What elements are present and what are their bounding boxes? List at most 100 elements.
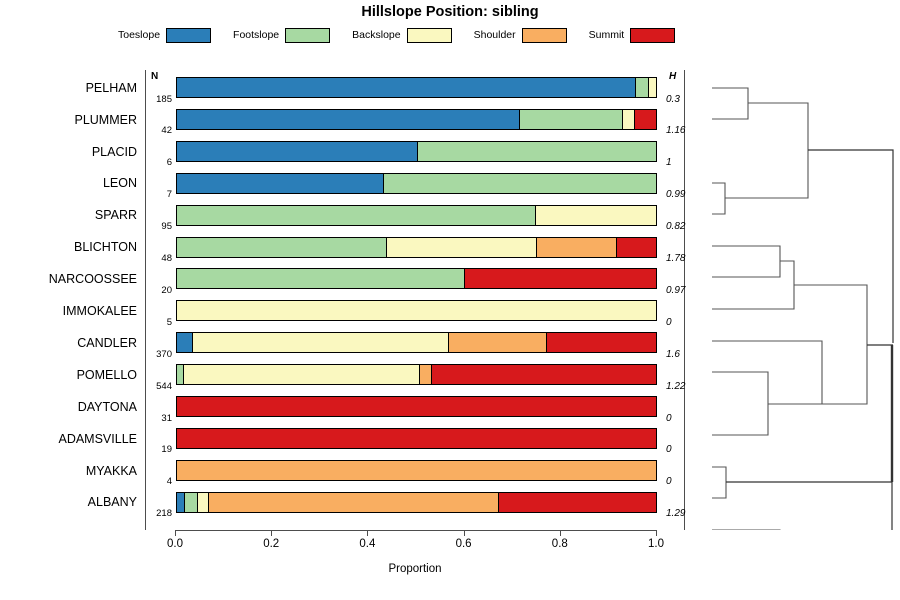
bar-segment-toeslope — [177, 109, 519, 129]
x-tick — [559, 530, 561, 536]
x-tick-label: 0.4 — [359, 538, 376, 550]
category-label-pelham: PELHAM — [85, 80, 137, 95]
n-value: 7 — [166, 189, 172, 201]
category-label-plummer: PLUMMER — [74, 112, 137, 127]
h-value: 1.16 — [666, 125, 686, 137]
n-value: 19 — [161, 444, 172, 456]
bar-segment-toeslope — [177, 492, 184, 512]
chart-row: ALBANY 218 1.29 — [88, 487, 686, 520]
bar-segment-shoulder — [536, 237, 616, 257]
bar-segment-shoulder — [177, 460, 656, 480]
dendro-join-narcoossee — [712, 260, 795, 310]
bar-segment-toeslope — [177, 173, 384, 193]
h-value: 1.29 — [666, 508, 686, 520]
n-value: 20 — [161, 284, 172, 296]
legend-swatch-summit — [630, 27, 676, 43]
legend-item-backslope: Backslope — [352, 27, 452, 43]
h-value: 0 — [666, 316, 672, 328]
h-value: 0.97 — [666, 284, 686, 296]
chart-row: IMMOKALEE 5 0 — [63, 295, 684, 328]
x-tick — [656, 530, 657, 536]
h-value: 1.22 — [666, 380, 686, 392]
bar-segment-footslope — [634, 78, 648, 97]
bar-segment-footslope — [177, 205, 536, 225]
legend-spacer — [330, 35, 352, 36]
chart-row: CANDLER 370 1.6 — [77, 327, 684, 360]
chart-row: PLUMMER 42 1.16 — [74, 104, 686, 137]
dendro-join-mid-cluster — [794, 284, 868, 405]
h-value: 0.3 — [666, 93, 680, 105]
bar-segment-backslope — [182, 365, 419, 385]
stacked-bar — [176, 268, 657, 290]
chart-row: PLACID 6 1 — [92, 136, 684, 169]
n-value: 6 — [166, 157, 172, 169]
stacked-bar — [176, 77, 657, 98]
stacked-bar — [176, 459, 657, 481]
chart-row: SPARR 95 0.82 — [95, 200, 686, 233]
x-axis-line — [175, 530, 656, 531]
dendro-join-daytona-adamsville — [712, 466, 727, 499]
bar-segment-footslope — [518, 109, 623, 129]
legend-swatch-shoulder — [521, 27, 567, 43]
stacked-bar — [176, 396, 657, 417]
bar-segment-summit — [497, 492, 656, 512]
h-value: 0 — [666, 444, 672, 456]
dendrogram-svg — [712, 87, 894, 530]
chart-row: DAYTONA 31 0 — [78, 391, 684, 424]
legend-item-summit: Summit — [588, 27, 676, 43]
h-value: 1.6 — [666, 348, 680, 360]
column-header-n: N — [151, 71, 159, 82]
stacked-bars: PELHAM 185 0.3 PLUMMER 42 1.16 PLACID 6 1 LEON 7 0.… — [49, 70, 686, 530]
bar-segment-summit — [615, 237, 656, 257]
stacked-bar — [176, 108, 657, 130]
n-value: 5 — [166, 316, 172, 328]
dendro-join-immokalee-candler — [712, 340, 823, 405]
bar-segment-backslope — [535, 205, 656, 225]
h-value: 0.99 — [666, 189, 686, 201]
bar-segment-shoulder — [418, 365, 431, 385]
category-label-myakka: MYAKKA — [85, 463, 137, 478]
legend-swatch-backslope — [406, 27, 452, 43]
h-value: 0 — [666, 412, 672, 424]
dendro-join-cluster-blue — [725, 102, 809, 199]
legend-swatch-toeslope — [166, 27, 212, 43]
bar-segment-footslope — [177, 365, 183, 385]
x-tick — [463, 530, 465, 536]
bar-segment-shoulder — [447, 333, 546, 353]
bar-segment-summit — [545, 333, 656, 353]
legend-label: Summit — [588, 29, 625, 41]
legend-spacer — [452, 35, 474, 36]
bar-segment-backslope — [647, 78, 656, 97]
legend-item-toeslope: Toeslope — [118, 27, 212, 43]
n-value: 544 — [156, 380, 172, 392]
category-label-immokalee: IMMOKALEE — [62, 304, 137, 319]
bar-segment-backslope — [386, 237, 537, 257]
bar-segment-backslope — [622, 109, 635, 129]
bar-segment-footslope — [183, 492, 198, 512]
legend-item-shoulder: Shoulder — [473, 27, 567, 43]
chart-row: PELHAM 185 0.3 — [86, 72, 684, 105]
stacked-bar — [176, 300, 657, 322]
plot-panel: N H PELHAM 185 0.3 PLUMMER 42 1.16 PLACID 6 1 LEO… — [49, 70, 686, 530]
category-label-daytona: DAYTONA — [77, 399, 137, 414]
bar-segment-backslope — [197, 492, 209, 512]
legend-swatch-footslope — [285, 27, 331, 43]
x-tick-label: 0.0 — [167, 538, 183, 550]
category-label-albany: ALBANY — [87, 495, 137, 510]
x-tick-label: 1.0 — [648, 538, 664, 550]
bar-segment-toeslope — [177, 333, 193, 353]
stacked-bar — [176, 364, 657, 386]
category-label-candler: CANDLER — [77, 335, 137, 350]
bar-segment-toeslope — [177, 141, 417, 161]
h-value: 0.82 — [666, 221, 686, 233]
x-tick — [367, 530, 369, 536]
category-label-placid: PLACID — [91, 144, 137, 159]
category-label-blichton: BLICHTON — [74, 240, 137, 255]
x-tick-label: 0.2 — [263, 538, 280, 550]
dendro-join-sparr-blichton — [712, 245, 781, 278]
stacked-bar — [176, 427, 657, 449]
dendro-join-candler-pomello — [712, 371, 769, 436]
legend-label: Shoulder — [473, 29, 516, 41]
stacked-bar — [176, 140, 657, 162]
